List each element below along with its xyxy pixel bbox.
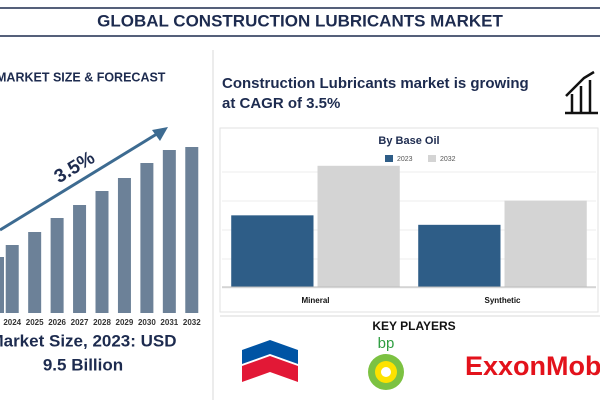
bp-logo (368, 354, 404, 390)
chevron-bottom (242, 356, 298, 382)
bar (162, 150, 176, 313)
bp-helios-center (381, 367, 391, 377)
icon-bars (570, 80, 592, 112)
bar (185, 147, 199, 313)
bar (95, 191, 109, 313)
footer-line: 9.5 Billion (43, 355, 123, 374)
x-tick-label: 2027 (71, 318, 89, 327)
bar (50, 218, 64, 313)
trend-arrow (0, 130, 161, 232)
bar (231, 215, 314, 287)
footer-line: Market Size, 2023: USD (0, 331, 177, 350)
annotation: 3.5% (51, 147, 99, 187)
x-tick-label: 2028 (93, 318, 111, 327)
legend-swatch (385, 155, 393, 162)
x-tick-label: 2032 (183, 318, 201, 327)
chart-frame (219, 127, 599, 313)
legend-swatch (428, 155, 436, 162)
x-tick-label: 2025 (26, 318, 44, 327)
bar (504, 200, 587, 287)
bar (418, 224, 501, 287)
headline: Construction Lubricants market is growin… (222, 75, 529, 112)
players-heading: KEY PLAYERS (372, 319, 455, 333)
page-title: GLOBAL CONSTRUCTION LUBRICANTS MARKET (97, 11, 503, 30)
x-tick-label: Synthetic (484, 296, 521, 305)
icon-arrow (565, 70, 595, 97)
chevron-logo (242, 340, 298, 382)
x-tick-label: Mineral (301, 296, 329, 305)
chart-title: By Base Oil (378, 135, 439, 147)
bar (317, 165, 400, 287)
x-tick-label: 2030 (138, 318, 156, 327)
bar-edge (0, 257, 4, 313)
x-tick-label: 2024 (3, 318, 21, 327)
bar (73, 205, 87, 313)
left-heading: MARKET SIZE & FORECAST (0, 70, 166, 84)
growth-icon (565, 70, 598, 115)
legend-label: 2023 (397, 156, 413, 163)
legend-label: 2032 (440, 156, 456, 163)
bar (5, 245, 19, 313)
x-tick-label: 2029 (116, 318, 134, 327)
exxon-text: ExxonMobil (465, 351, 600, 381)
bar (117, 178, 131, 313)
chevron-top (242, 340, 298, 364)
headline-line: Construction Lubricants market is growin… (222, 75, 529, 92)
arrow-head (152, 127, 168, 141)
bp-text: bp (378, 335, 395, 352)
bar (140, 163, 154, 313)
x-tick-label: 2026 (48, 318, 66, 327)
x-tick-label: 2031 (160, 318, 178, 327)
bar (28, 232, 42, 313)
headline-line: at CAGR of 3.5% (222, 95, 340, 112)
